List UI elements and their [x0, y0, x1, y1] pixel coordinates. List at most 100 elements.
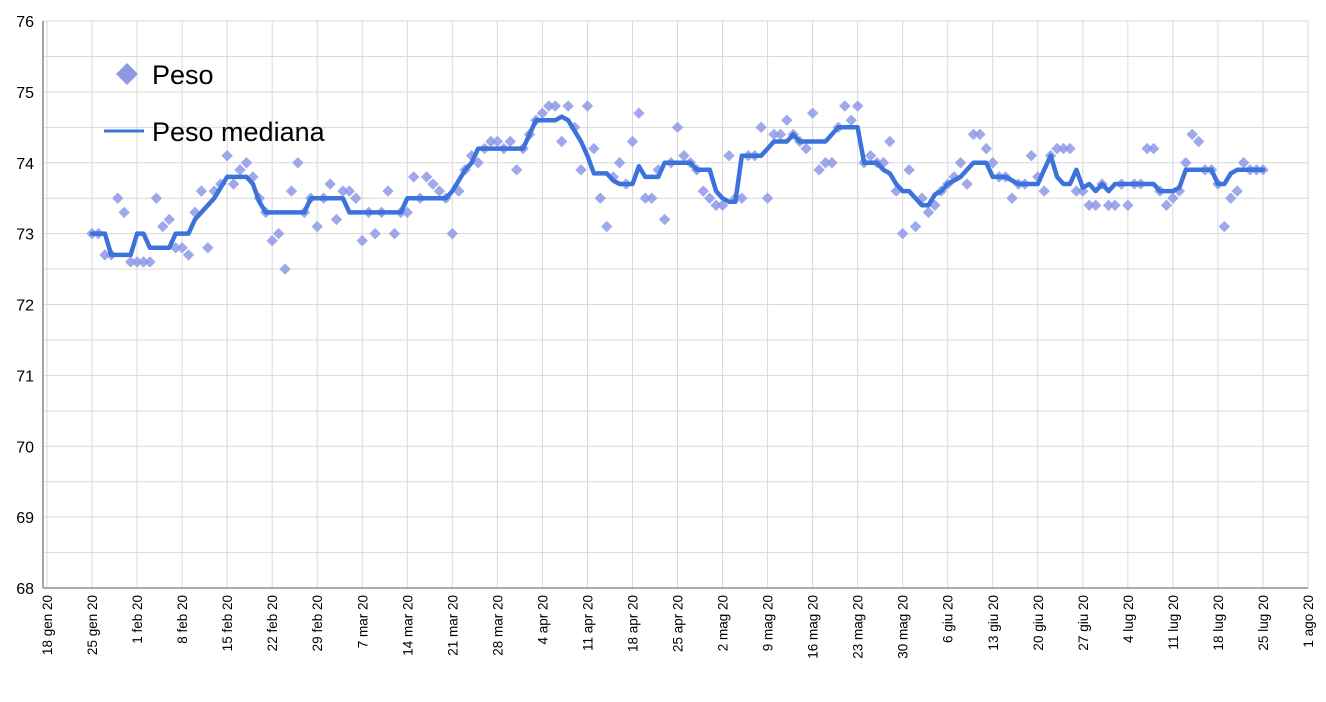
peso-point: [420, 171, 433, 183]
peso-point: [626, 135, 639, 148]
legend-peso-diamond-icon: [116, 63, 138, 85]
peso-point: [137, 256, 150, 268]
peso-point: [671, 121, 684, 134]
peso-point: [594, 192, 606, 204]
peso-point: [1147, 142, 1160, 155]
peso-point: [896, 227, 909, 240]
x-tick-label: 7 mar 20: [355, 595, 370, 648]
peso-point: [343, 185, 356, 197]
y-tick-label: 75: [16, 85, 34, 102]
peso-point: [851, 100, 864, 112]
x-tick-label: 28 mar 20: [490, 595, 505, 656]
peso-point: [884, 135, 896, 148]
peso-point: [202, 242, 214, 254]
x-tick-label: 2 mag 20: [716, 595, 731, 651]
peso-point: [176, 242, 188, 254]
x-tick-label: 18 lug 20: [1211, 595, 1226, 651]
peso-point: [157, 220, 169, 233]
peso-point: [124, 256, 137, 268]
legend-mediana-label: Peso mediana: [152, 117, 326, 147]
peso-point: [1180, 157, 1192, 169]
peso-point: [633, 107, 645, 119]
peso-point: [697, 185, 709, 197]
peso-point: [961, 178, 973, 190]
x-tick-label: 22 feb 20: [265, 595, 280, 651]
peso-point: [369, 227, 381, 240]
peso-point: [536, 107, 549, 119]
x-tick-label: 13 giu 20: [986, 595, 1001, 651]
peso-point: [1218, 220, 1231, 233]
peso-point: [581, 100, 594, 112]
peso-point: [1231, 185, 1243, 197]
peso-point: [1025, 149, 1038, 162]
axis-lines: [42, 21, 1308, 589]
y-tick-label: 73: [16, 227, 34, 244]
peso-point: [826, 157, 838, 169]
peso-point: [433, 185, 446, 197]
y-axis-tick-labels: 68 69 70 71 72 73 74 75 76: [16, 14, 34, 598]
peso-point: [131, 256, 143, 268]
peso-point: [311, 220, 323, 233]
peso-point: [99, 249, 111, 261]
legend: Peso Peso mediana: [104, 60, 326, 147]
x-tick-label: 18 gen 20: [40, 595, 55, 655]
y-tick-label: 68: [16, 581, 34, 598]
peso-point: [967, 128, 980, 141]
peso-point: [768, 128, 780, 141]
peso-point: [195, 185, 208, 197]
x-tick-label: 25 gen 20: [85, 595, 100, 655]
peso-point: [1102, 199, 1115, 211]
peso-point: [1070, 185, 1083, 197]
peso-point: [1122, 199, 1134, 211]
peso-point: [980, 142, 993, 155]
peso-point: [575, 164, 587, 176]
peso-point: [800, 142, 812, 155]
peso-point: [427, 178, 439, 190]
peso-point: [1160, 199, 1173, 211]
peso-point: [1192, 135, 1205, 148]
peso-point: [916, 192, 928, 204]
x-tick-label: 21 mar 20: [445, 595, 460, 656]
x-tick-label: 29 feb 20: [310, 595, 325, 651]
peso-point: [819, 157, 832, 169]
peso-point: [607, 171, 619, 183]
y-tick-label: 74: [16, 156, 34, 173]
peso-point: [504, 135, 516, 148]
peso-point: [839, 100, 851, 112]
peso-mediana-line: [89, 114, 1266, 258]
peso-point: [150, 192, 163, 204]
peso-point: [549, 100, 561, 112]
peso-point: [813, 164, 825, 176]
peso-point: [646, 192, 658, 204]
peso-point: [330, 213, 343, 226]
peso-point: [543, 100, 555, 112]
x-tick-label: 8 feb 20: [175, 595, 190, 644]
peso-point: [1237, 157, 1250, 169]
peso-point: [408, 171, 420, 183]
x-tick-label: 6 giu 20: [941, 595, 956, 643]
x-tick-label: 11 lug 20: [1166, 595, 1181, 650]
peso-point: [491, 135, 504, 148]
peso-point: [1077, 185, 1089, 197]
peso-point: [240, 157, 253, 169]
peso-point: [1186, 128, 1198, 141]
peso-point: [292, 157, 304, 169]
peso-point: [163, 213, 175, 226]
peso-point: [144, 256, 156, 268]
peso-point: [922, 206, 935, 219]
peso-point: [182, 249, 195, 261]
peso-point: [356, 235, 368, 247]
peso-point: [903, 164, 915, 176]
peso-point: [324, 178, 336, 190]
peso-point: [485, 135, 497, 148]
peso-point: [1167, 192, 1179, 204]
peso-point: [1089, 199, 1102, 211]
peso-point: [234, 164, 246, 176]
x-tick-label: 1 feb 20: [130, 595, 145, 644]
peso-point: [1057, 142, 1070, 155]
peso-point: [716, 199, 729, 211]
legend-peso-label: Peso: [152, 60, 214, 90]
y-tick-label: 76: [16, 14, 34, 31]
x-tick-label: 1 ago 20: [1301, 595, 1316, 648]
